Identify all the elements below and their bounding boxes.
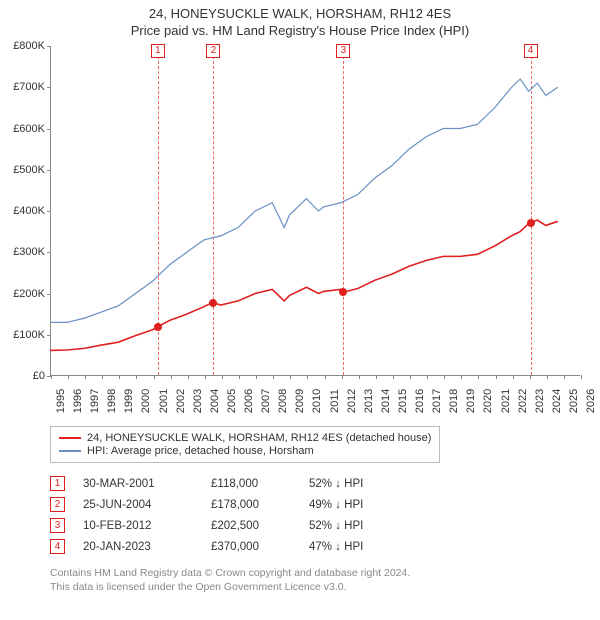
y-axis-label: £400K xyxy=(3,205,45,217)
table-row: 1 30-MAR-2001 £118,000 52% ↓ HPI xyxy=(50,473,580,494)
x-axis-label: 2007 xyxy=(260,389,272,413)
sale-index-badge: 3 xyxy=(50,518,65,533)
sale-hpi-diff: 47% ↓ HPI xyxy=(309,541,409,553)
x-axis-label: 2024 xyxy=(551,389,563,413)
x-axis-label: 2009 xyxy=(294,389,306,413)
x-axis-label: 2004 xyxy=(209,389,221,413)
legend-swatch xyxy=(59,450,81,452)
x-axis-label: 2010 xyxy=(311,389,323,413)
x-axis-label: 2021 xyxy=(500,389,512,413)
chart-title-desc: Price paid vs. HM Land Registry's House … xyxy=(0,23,600,38)
table-row: 3 10-FEB-2012 £202,500 52% ↓ HPI xyxy=(50,515,580,536)
y-axis-label: £700K xyxy=(3,81,45,93)
x-axis-label: 1997 xyxy=(89,389,101,413)
x-axis-label: 2015 xyxy=(397,389,409,413)
x-axis-label: 2006 xyxy=(243,389,255,413)
sale-price: £370,000 xyxy=(211,541,291,553)
chart-title-address: 24, HONEYSUCKLE WALK, HORSHAM, RH12 4ES xyxy=(0,6,600,21)
table-row: 4 20-JAN-2023 £370,000 47% ↓ HPI xyxy=(50,536,580,557)
sale-price: £118,000 xyxy=(211,478,291,490)
sale-hpi-diff: 52% ↓ HPI xyxy=(309,478,409,490)
sale-hpi-diff: 49% ↓ HPI xyxy=(309,499,409,511)
sale-date: 30-MAR-2001 xyxy=(83,478,193,490)
legend-box: 24, HONEYSUCKLE WALK, HORSHAM, RH12 4ES … xyxy=(50,426,440,463)
x-axis-label: 1996 xyxy=(72,389,84,413)
footer-line1: Contains HM Land Registry data © Crown c… xyxy=(50,567,580,581)
x-axis-label: 2017 xyxy=(431,389,443,413)
x-axis-label: 2001 xyxy=(158,389,170,413)
y-axis-label: £500K xyxy=(3,164,45,176)
x-axis-label: 2005 xyxy=(226,389,238,413)
sale-index-badge: 1 xyxy=(50,476,65,491)
legend-label: HPI: Average price, detached house, Hors… xyxy=(87,445,314,457)
sale-date: 10-FEB-2012 xyxy=(83,520,193,532)
x-axis-label: 2022 xyxy=(517,389,529,413)
sale-date: 20-JAN-2023 xyxy=(83,541,193,553)
series-hpi xyxy=(50,79,558,322)
x-axis-label: 1998 xyxy=(106,389,118,413)
x-axis-label: 2020 xyxy=(482,389,494,413)
x-axis-label: 2008 xyxy=(277,389,289,413)
sale-date: 25-JUN-2004 xyxy=(83,499,193,511)
sale-price: £178,000 xyxy=(211,499,291,511)
legend-item: HPI: Average price, detached house, Hors… xyxy=(59,445,431,457)
table-row: 2 25-JUN-2004 £178,000 49% ↓ HPI xyxy=(50,494,580,515)
legend-label: 24, HONEYSUCKLE WALK, HORSHAM, RH12 4ES … xyxy=(87,432,431,444)
x-axis-label: 2003 xyxy=(192,389,204,413)
chart-plot-area: £0£100K£200K£300K£400K£500K£600K£700K£80… xyxy=(50,46,580,376)
legend-swatch xyxy=(59,437,81,439)
y-axis-label: £0 xyxy=(3,370,45,382)
x-axis-label: 2014 xyxy=(380,389,392,413)
x-axis-label: 2025 xyxy=(568,389,580,413)
y-axis-label: £600K xyxy=(3,123,45,135)
x-axis-label: 2026 xyxy=(585,389,597,413)
y-axis-label: £200K xyxy=(3,288,45,300)
x-axis-label: 1999 xyxy=(123,389,135,413)
x-axis-label: 2012 xyxy=(346,389,358,413)
x-axis-label: 2016 xyxy=(414,389,426,413)
x-axis-label: 2011 xyxy=(329,389,341,413)
attribution-footer: Contains HM Land Registry data © Crown c… xyxy=(50,567,580,594)
x-axis-label: 2013 xyxy=(363,389,375,413)
x-axis-label: 2023 xyxy=(534,389,546,413)
sale-index-badge: 4 xyxy=(50,539,65,554)
legend-item: 24, HONEYSUCKLE WALK, HORSHAM, RH12 4ES … xyxy=(59,432,431,444)
footer-line2: This data is licensed under the Open Gov… xyxy=(50,581,580,595)
x-axis-label: 2018 xyxy=(448,389,460,413)
series-property xyxy=(50,220,558,350)
y-axis-label: £100K xyxy=(3,329,45,341)
x-axis-label: 1995 xyxy=(55,389,67,413)
sale-price: £202,500 xyxy=(211,520,291,532)
x-axis-label: 2019 xyxy=(465,389,477,413)
sales-table: 1 30-MAR-2001 £118,000 52% ↓ HPI 2 25-JUN-200… xyxy=(50,473,580,557)
sale-index-badge: 2 xyxy=(50,497,65,512)
x-axis-label: 2000 xyxy=(140,389,152,413)
x-axis-label: 2002 xyxy=(175,389,187,413)
y-axis-label: £800K xyxy=(3,40,45,52)
y-axis-label: £300K xyxy=(3,246,45,258)
sale-hpi-diff: 52% ↓ HPI xyxy=(309,520,409,532)
